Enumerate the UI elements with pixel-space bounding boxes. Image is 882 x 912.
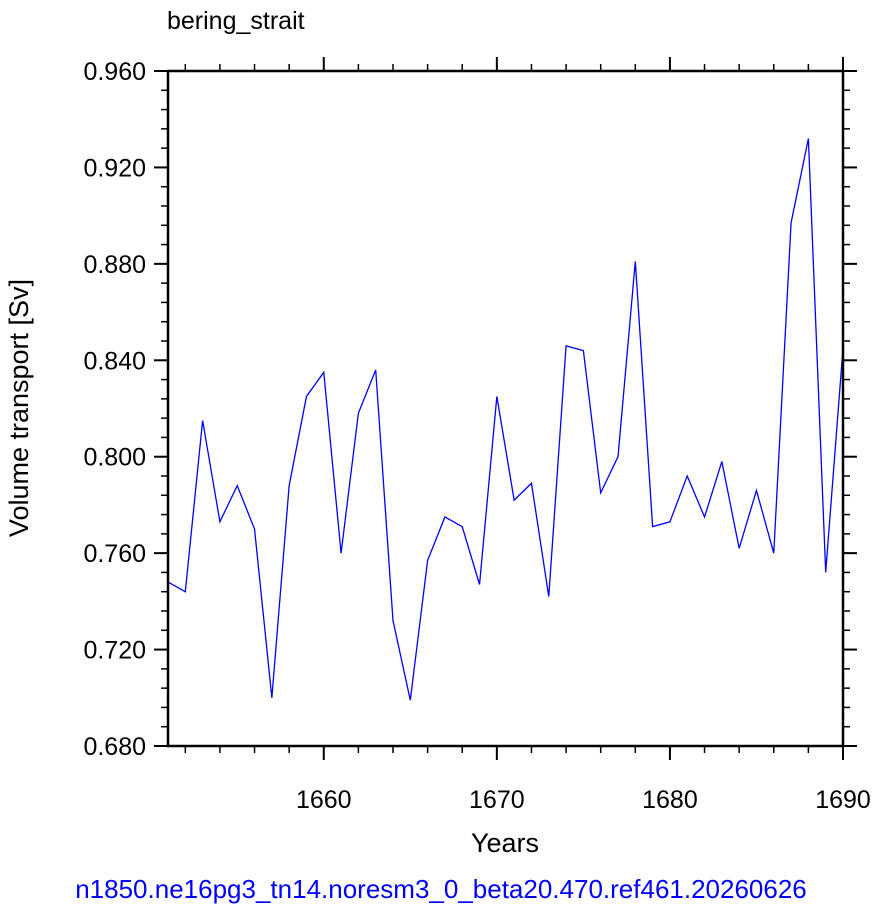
y-tick-label: 0.800 <box>83 444 146 472</box>
data-point <box>513 499 515 501</box>
data-point <box>565 345 567 347</box>
data-point <box>409 699 411 701</box>
y-tick-labels: 0.680 0.720 0.760 0.800 0.840 0.880 0.920 0.960 <box>83 58 146 761</box>
x-tick-labels: 1660 1670 1680 1690 <box>296 786 871 814</box>
data-point <box>721 460 723 462</box>
y-tick-label: 0.840 <box>83 347 146 375</box>
data-point <box>807 137 809 139</box>
data-point <box>634 260 636 262</box>
y-tick-label: 0.880 <box>83 251 146 279</box>
data-point <box>738 547 740 549</box>
y-tick-label: 0.760 <box>83 540 146 568</box>
data-point <box>790 222 792 224</box>
y-tick-label: 0.680 <box>83 733 146 761</box>
x-tick-label: 1660 <box>296 786 352 814</box>
data-point <box>824 571 826 573</box>
data-point <box>357 412 359 414</box>
data-point <box>582 349 584 351</box>
x-axis-title: Years <box>471 828 539 858</box>
chart-title: bering_strait <box>167 7 305 35</box>
footer-case-name: n1850.ne16pg3_tn14.noresm3_0_beta20.470.… <box>75 874 807 904</box>
data-point <box>201 419 203 421</box>
data-point <box>755 489 757 491</box>
y-tick-label: 0.720 <box>83 637 146 665</box>
data-point <box>461 525 463 527</box>
data-point <box>374 369 376 371</box>
y-tick-label: 0.920 <box>83 154 146 182</box>
data-point <box>184 591 186 593</box>
series-points <box>167 137 844 701</box>
major-ticks <box>154 57 857 760</box>
x-tick-label: 1680 <box>642 786 698 814</box>
data-point <box>219 521 221 523</box>
plot-frame <box>166 69 845 748</box>
data-point <box>392 619 394 621</box>
data-point <box>703 516 705 518</box>
data-point <box>599 492 601 494</box>
data-point <box>340 552 342 554</box>
data-point <box>236 484 238 486</box>
data-point <box>548 595 550 597</box>
data-point <box>686 475 688 477</box>
data-point <box>617 456 619 458</box>
data-point <box>323 371 325 373</box>
data-point <box>253 528 255 530</box>
data-point <box>496 395 498 397</box>
minor-ticks <box>161 64 850 753</box>
data-point <box>271 697 273 699</box>
y-axis-title: Volume transport [Sv] <box>4 279 34 537</box>
data-point <box>478 583 480 585</box>
data-point <box>669 521 671 523</box>
data-point <box>426 559 428 561</box>
series-line <box>167 138 844 701</box>
data-point <box>444 516 446 518</box>
y-tick-label: 0.960 <box>83 58 146 86</box>
x-tick-label: 1690 <box>815 786 871 814</box>
data-point <box>530 482 532 484</box>
data-point <box>773 552 775 554</box>
x-tick-label: 1670 <box>469 786 525 814</box>
data-point <box>288 484 290 486</box>
data-point <box>305 395 307 397</box>
data-point <box>651 525 653 527</box>
